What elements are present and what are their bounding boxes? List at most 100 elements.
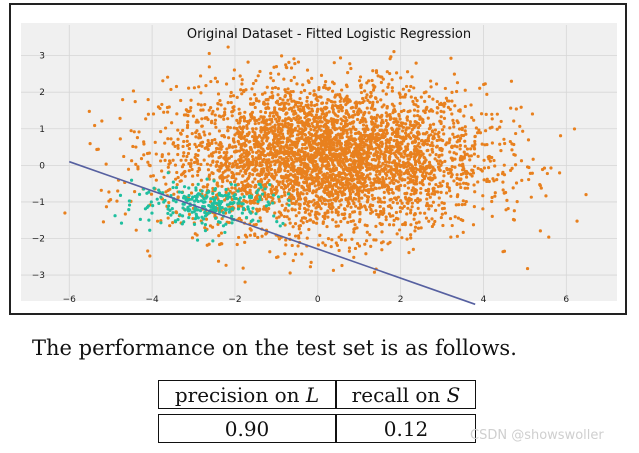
- scatter-point: [198, 209, 203, 213]
- scatter-point: [323, 146, 327, 150]
- scatter-point: [285, 117, 289, 121]
- scatter-point: [387, 223, 392, 227]
- scatter-point: [332, 197, 336, 202]
- scatter-point: [300, 146, 304, 150]
- scatter-point: [453, 104, 457, 108]
- scatter-point: [185, 154, 189, 159]
- scatter-point: [346, 71, 350, 75]
- scatter-point: [235, 242, 239, 247]
- scatter-point: [412, 166, 416, 171]
- scatter-point: [448, 107, 452, 112]
- scatter-point: [406, 110, 410, 114]
- scatter-point: [423, 167, 427, 172]
- scatter-point: [211, 191, 215, 196]
- scatter-point: [334, 136, 338, 140]
- scatter-point: [490, 214, 494, 218]
- header-recall-symbol: S: [446, 382, 461, 407]
- scatter-point: [412, 102, 416, 106]
- scatter-point: [381, 161, 385, 166]
- scatter-point: [271, 131, 275, 135]
- scatter-point: [240, 180, 244, 185]
- scatter-point: [253, 195, 258, 200]
- scatter-point: [206, 183, 210, 187]
- scatter-point: [381, 152, 385, 156]
- scatter-point: [245, 123, 249, 128]
- scatter-point: [373, 139, 377, 143]
- scatter-point: [392, 168, 396, 172]
- scatter-point: [260, 92, 265, 96]
- scatter-point: [529, 195, 533, 199]
- scatter-point: [393, 134, 397, 138]
- scatter-point: [166, 110, 170, 114]
- scatter-point: [273, 162, 277, 167]
- scatter-point: [337, 248, 341, 253]
- scatter-point: [423, 110, 427, 115]
- scatter-point: [380, 118, 384, 122]
- scatter-point: [461, 230, 465, 234]
- scatter-point: [382, 182, 386, 186]
- scatter-point: [176, 195, 180, 199]
- scatter-point: [379, 121, 384, 125]
- scatter-point: [146, 204, 150, 208]
- scatter-point: [450, 145, 454, 149]
- scatter-point: [208, 224, 213, 228]
- scatter-point: [302, 151, 306, 156]
- scatter-point: [441, 223, 445, 228]
- scatter-point: [196, 102, 200, 106]
- scatter-point: [350, 185, 354, 189]
- table-header-row: precision on L recall on S: [158, 380, 476, 409]
- scatter-point: [365, 93, 369, 97]
- scatter-point: [160, 102, 164, 107]
- scatter-point: [239, 169, 243, 173]
- scatter-point: [307, 106, 311, 110]
- scatter-point: [438, 148, 442, 152]
- scatter-point: [315, 210, 319, 215]
- scatter-point: [168, 187, 172, 191]
- scatter-point: [319, 73, 324, 77]
- scatter-point: [385, 187, 389, 192]
- scatter-point: [239, 115, 243, 119]
- scatter-point: [366, 195, 371, 199]
- scatter-point: [214, 164, 218, 168]
- scatter-point: [400, 206, 404, 210]
- scatter-point: [297, 158, 301, 162]
- scatter-point: [278, 224, 282, 228]
- scatter-point: [242, 89, 246, 94]
- scatter-point: [290, 149, 294, 153]
- scatter-point: [229, 182, 233, 186]
- value-recall: 0.12: [336, 414, 476, 443]
- scatter-point: [249, 219, 253, 223]
- scatter-point: [263, 91, 267, 95]
- scatter-point: [189, 164, 193, 169]
- scatter-point: [301, 168, 305, 172]
- scatter-point: [257, 121, 261, 125]
- scatter-point: [268, 183, 272, 187]
- scatter-point: [391, 111, 395, 115]
- scatter-point: [478, 131, 483, 135]
- scatter-point: [137, 192, 142, 196]
- scatter-point: [374, 238, 378, 242]
- scatter-point: [416, 104, 420, 109]
- scatter-point: [179, 132, 183, 136]
- scatter-point: [384, 132, 388, 136]
- scatter-point: [325, 101, 329, 105]
- scatter-point: [299, 219, 303, 223]
- scatter-point: [333, 112, 337, 116]
- scatter-point: [152, 186, 156, 190]
- scatter-point: [247, 150, 251, 155]
- scatter-point: [303, 125, 307, 129]
- scatter-point: [349, 66, 353, 71]
- scatter-point: [244, 149, 249, 153]
- scatter-point: [176, 128, 180, 132]
- scatter-point: [359, 118, 363, 122]
- scatter-point: [223, 107, 227, 111]
- scatter-point: [323, 243, 327, 247]
- scatter-point: [192, 86, 196, 90]
- scatter-point: [230, 214, 234, 219]
- scatter-point: [348, 191, 353, 196]
- scatter-point: [180, 222, 184, 226]
- scatter-point: [278, 107, 282, 111]
- scatter-point: [270, 151, 275, 156]
- scatter-point: [281, 119, 285, 123]
- scatter-point: [355, 154, 359, 158]
